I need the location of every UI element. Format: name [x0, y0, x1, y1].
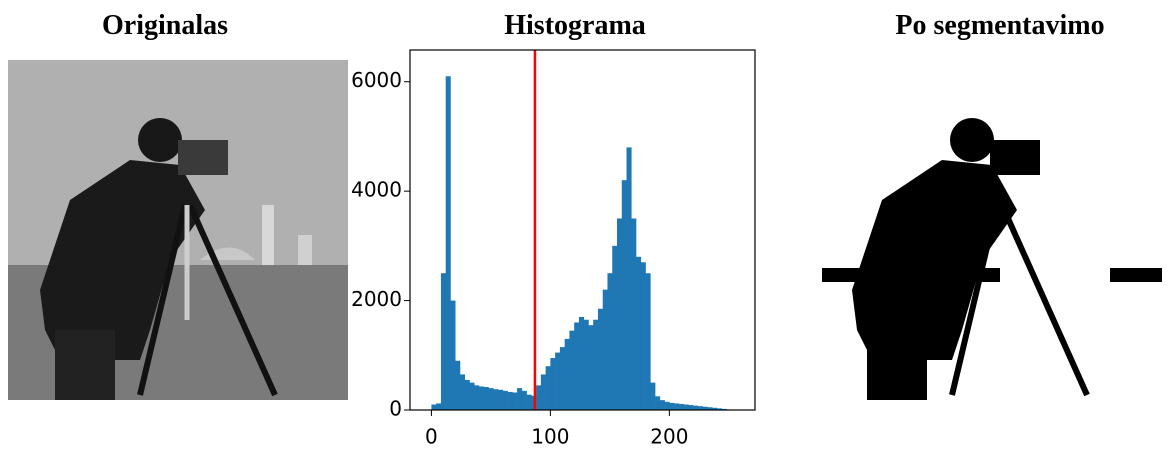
bar — [507, 391, 513, 410]
segmented-image — [820, 60, 1162, 400]
bar — [550, 358, 556, 410]
bar — [483, 387, 489, 410]
bar — [631, 218, 637, 410]
bar — [517, 388, 523, 410]
y-tick-label: 4000 — [351, 178, 402, 202]
bar — [583, 319, 589, 410]
bar — [674, 403, 680, 410]
bar — [540, 374, 546, 410]
bar — [512, 392, 518, 410]
axes-frame — [409, 49, 756, 411]
bar — [645, 273, 651, 410]
x-tick-label: 100 — [531, 425, 569, 449]
bar — [450, 300, 456, 410]
bar — [607, 273, 613, 410]
bar — [479, 386, 485, 410]
bar — [597, 308, 604, 410]
bar — [602, 289, 608, 410]
bar — [640, 262, 646, 410]
bar — [440, 273, 446, 410]
bar — [612, 245, 618, 410]
bar — [431, 404, 437, 410]
bar — [526, 394, 532, 410]
bar — [559, 347, 565, 410]
y-tick-label: 2000 — [351, 287, 402, 311]
bar — [593, 319, 599, 410]
bar — [702, 406, 708, 410]
histogram: 0 2000 4000 6000 0 100 200 — [351, 49, 756, 449]
bar — [488, 388, 494, 410]
bar — [574, 322, 580, 410]
bar — [655, 396, 661, 410]
bar — [617, 218, 623, 410]
bar — [650, 382, 656, 410]
bar — [569, 330, 575, 410]
bar — [659, 400, 665, 410]
bar — [621, 180, 627, 410]
bar — [578, 316, 584, 410]
bar — [678, 403, 684, 410]
bar — [564, 338, 570, 410]
bar — [669, 402, 675, 410]
panel-title: Po segmentavimo — [895, 10, 1104, 41]
y-tick-label: 0 — [389, 397, 402, 421]
bar — [459, 374, 466, 410]
bar — [697, 406, 703, 410]
bar — [436, 403, 442, 410]
bar — [474, 385, 480, 410]
bar — [498, 389, 504, 410]
bar — [536, 385, 542, 410]
bar — [588, 325, 594, 410]
bar — [455, 360, 461, 410]
bar — [712, 407, 718, 410]
y-tick-label: 6000 — [351, 68, 402, 92]
bar — [683, 404, 689, 410]
bar — [545, 366, 551, 410]
bar — [626, 147, 632, 410]
panel-title: Originalas — [102, 10, 228, 41]
bar — [521, 390, 527, 410]
x-tick-label: 0 — [425, 425, 438, 449]
bar — [469, 382, 475, 410]
bar — [693, 405, 699, 410]
bar — [716, 408, 722, 410]
original-image — [8, 60, 348, 400]
bar — [464, 379, 470, 410]
bar — [555, 352, 561, 410]
bar — [688, 405, 694, 410]
panel-title: Histograma — [504, 10, 646, 41]
bar — [636, 256, 642, 410]
bar — [502, 390, 508, 410]
bar — [445, 76, 451, 410]
bar — [664, 401, 670, 410]
bar — [707, 407, 713, 410]
bar — [493, 389, 499, 410]
x-tick-label: 200 — [650, 425, 688, 449]
